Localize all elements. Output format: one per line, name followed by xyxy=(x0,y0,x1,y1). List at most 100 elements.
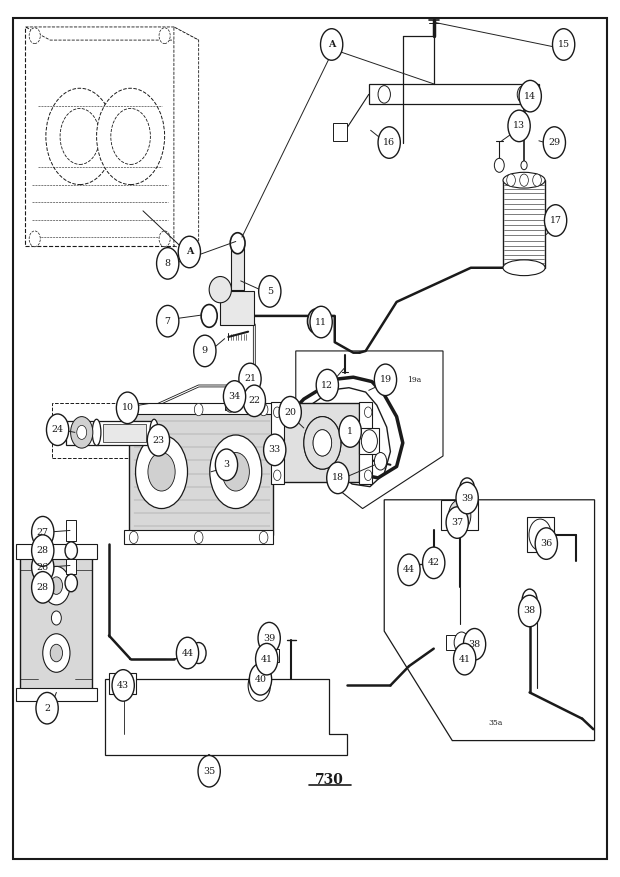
Text: 28: 28 xyxy=(37,546,49,555)
Polygon shape xyxy=(220,291,254,324)
Polygon shape xyxy=(296,351,443,509)
Text: A: A xyxy=(185,247,193,256)
Circle shape xyxy=(51,611,61,625)
Circle shape xyxy=(365,470,372,481)
Text: 40: 40 xyxy=(255,674,267,684)
Polygon shape xyxy=(125,403,273,414)
Polygon shape xyxy=(16,544,97,560)
Polygon shape xyxy=(246,401,256,412)
Circle shape xyxy=(32,517,54,548)
Circle shape xyxy=(456,482,478,514)
Circle shape xyxy=(130,531,138,544)
Polygon shape xyxy=(231,246,244,289)
Text: 27: 27 xyxy=(37,528,49,537)
Circle shape xyxy=(71,417,93,448)
Text: 39: 39 xyxy=(263,634,275,643)
Circle shape xyxy=(157,305,179,337)
Text: 19a: 19a xyxy=(407,376,421,384)
Polygon shape xyxy=(109,674,136,695)
Circle shape xyxy=(273,470,281,481)
Text: 10: 10 xyxy=(122,403,133,412)
Circle shape xyxy=(304,417,341,469)
Circle shape xyxy=(522,589,537,610)
Circle shape xyxy=(374,453,387,470)
Circle shape xyxy=(517,86,529,103)
Circle shape xyxy=(193,335,216,367)
Circle shape xyxy=(201,304,217,327)
Text: 26: 26 xyxy=(37,563,49,572)
Circle shape xyxy=(507,174,515,186)
Text: 3: 3 xyxy=(223,460,229,469)
Circle shape xyxy=(248,670,270,702)
Text: 33: 33 xyxy=(268,446,281,454)
Text: 38: 38 xyxy=(469,639,481,649)
Circle shape xyxy=(529,519,551,551)
Circle shape xyxy=(270,439,285,460)
Polygon shape xyxy=(66,520,76,541)
Text: 18: 18 xyxy=(332,474,344,482)
Polygon shape xyxy=(384,500,595,740)
Ellipse shape xyxy=(92,419,101,446)
Polygon shape xyxy=(333,124,347,141)
Text: 1: 1 xyxy=(347,427,353,436)
Circle shape xyxy=(148,424,170,456)
Circle shape xyxy=(259,403,268,416)
Polygon shape xyxy=(52,403,177,458)
Text: 37: 37 xyxy=(451,518,463,527)
Polygon shape xyxy=(503,180,545,267)
Polygon shape xyxy=(103,424,146,442)
Circle shape xyxy=(32,572,54,603)
Text: 20: 20 xyxy=(284,408,296,417)
Circle shape xyxy=(198,755,220,787)
Polygon shape xyxy=(369,84,539,104)
Polygon shape xyxy=(20,553,92,697)
Circle shape xyxy=(65,574,78,592)
Circle shape xyxy=(494,159,504,172)
Circle shape xyxy=(222,453,249,491)
Polygon shape xyxy=(258,649,279,662)
Text: 16: 16 xyxy=(383,138,395,147)
Text: 12: 12 xyxy=(321,381,334,389)
Circle shape xyxy=(239,363,261,395)
Circle shape xyxy=(215,449,237,481)
Circle shape xyxy=(262,625,277,646)
Circle shape xyxy=(46,414,69,446)
Circle shape xyxy=(264,434,286,466)
Text: 28: 28 xyxy=(37,583,49,592)
Polygon shape xyxy=(66,560,76,574)
Circle shape xyxy=(111,109,151,164)
Circle shape xyxy=(453,644,476,675)
Circle shape xyxy=(29,231,40,246)
Circle shape xyxy=(210,435,262,509)
Circle shape xyxy=(32,552,54,583)
Text: 5: 5 xyxy=(267,287,273,296)
Circle shape xyxy=(467,631,482,652)
Circle shape xyxy=(310,306,332,338)
Circle shape xyxy=(508,111,530,142)
Text: 34: 34 xyxy=(228,392,241,401)
Text: 42: 42 xyxy=(428,559,440,567)
Text: 13: 13 xyxy=(513,121,525,131)
Circle shape xyxy=(223,381,246,412)
Ellipse shape xyxy=(503,260,545,275)
Circle shape xyxy=(130,403,138,416)
Circle shape xyxy=(65,542,78,560)
Ellipse shape xyxy=(209,276,231,303)
Circle shape xyxy=(544,204,567,236)
Circle shape xyxy=(112,670,135,702)
Circle shape xyxy=(520,174,528,186)
Circle shape xyxy=(273,407,281,417)
Circle shape xyxy=(518,595,541,627)
Circle shape xyxy=(178,236,200,267)
Text: 22: 22 xyxy=(249,396,260,405)
Text: 41: 41 xyxy=(459,654,471,664)
Circle shape xyxy=(378,127,401,159)
Circle shape xyxy=(316,369,339,401)
Circle shape xyxy=(117,392,139,424)
Text: A: A xyxy=(328,40,335,49)
Circle shape xyxy=(43,634,70,673)
Circle shape xyxy=(36,693,58,724)
Circle shape xyxy=(159,231,170,246)
Circle shape xyxy=(77,425,87,439)
Circle shape xyxy=(225,398,235,412)
